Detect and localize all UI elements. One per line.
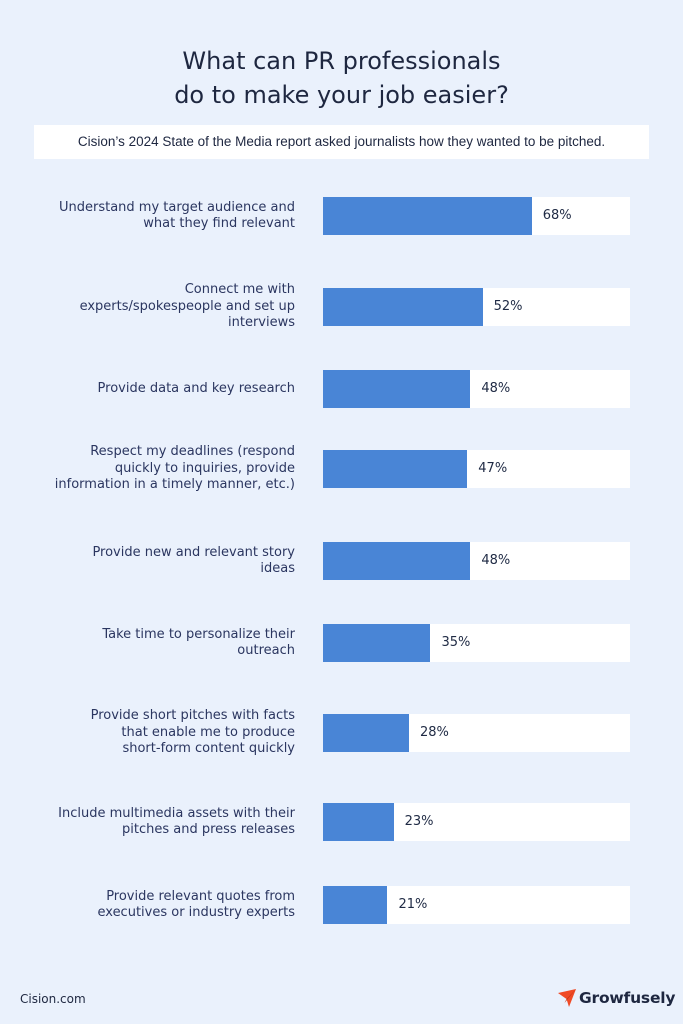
brand-logo: Growfusely	[557, 986, 675, 1010]
category-label-line: Understand my target audience and	[59, 199, 295, 215]
bar-track: 48%	[323, 370, 630, 408]
chart-subtitle: Cision’s 2024 State of the Media report …	[34, 125, 649, 159]
bar	[323, 370, 471, 408]
category-label: Include multimedia assets with their pitc…	[30, 806, 295, 839]
bar-value-label: 48%	[481, 553, 511, 568]
paper-plane-icon	[558, 989, 576, 1007]
bar	[323, 714, 409, 752]
category-label-line: Provide relevant quotes from	[106, 888, 295, 904]
category-label-line: Take time to personalize their	[102, 626, 295, 642]
category-label-line: Connect me with	[184, 282, 295, 298]
title-line-1: What can PR professionals	[182, 47, 501, 75]
bar-track: 21%	[323, 886, 630, 924]
bar-value-label: 47%	[478, 461, 508, 476]
bar	[323, 450, 468, 488]
title-line-2: do to make your job easier?	[174, 81, 509, 109]
bar-value-label: 28%	[419, 725, 449, 740]
category-label-line: Provide short pitches with facts	[90, 708, 295, 724]
category-label-line: executives or industry experts	[97, 905, 296, 920]
category-label: Connect me with experts/spokespeople and …	[30, 282, 295, 332]
category-label-line: pitches and press releases	[121, 822, 295, 837]
bar-value-label: 35%	[441, 635, 471, 650]
category-label-line: short-form content quickly	[122, 741, 295, 757]
category-label-line: Respect my deadlines (respond	[90, 444, 295, 460]
bar	[323, 542, 471, 580]
category-label: Understand my target audience and what th…	[30, 200, 295, 233]
bar-value-label: 21%	[398, 897, 428, 912]
category-label-line: Provide data and key research	[97, 380, 295, 396]
bar-track: 47%	[323, 450, 630, 488]
category-label-line: experts/spokespeople and set up	[79, 298, 295, 314]
page-title: What can PR professionals do to make you…	[0, 44, 683, 112]
category-label: Provide short pitches with facts that ena…	[30, 708, 295, 758]
bar	[323, 288, 483, 326]
category-label-line: outreach	[237, 643, 295, 658]
bar-track: 35%	[323, 624, 630, 662]
brand-name: Growfusely	[579, 989, 676, 1007]
category-label-line: ideas	[260, 561, 295, 576]
bar-value-label: 68%	[542, 208, 572, 223]
category-label-line: what they find relevant	[143, 216, 295, 231]
bar-track: 68%	[323, 197, 630, 235]
bar-track: 52%	[323, 288, 630, 326]
bar-track: 48%	[323, 542, 630, 580]
category-label: Take time to personalize their outreach	[30, 627, 295, 660]
bar-value-label: 23%	[404, 814, 434, 829]
category-label-line: Include multimedia assets with their	[58, 805, 295, 821]
category-label: Respect my deadlines (respond quickly to …	[30, 444, 295, 494]
category-label-line: quickly to inquiries, provide	[114, 460, 295, 476]
category-label-line: interviews	[228, 315, 295, 331]
bar-track: 23%	[323, 803, 630, 841]
bar-value-label: 52%	[493, 299, 523, 314]
category-label: Provide data and key research	[30, 381, 295, 398]
category-label: Provide new and relevant story ideas	[30, 545, 295, 578]
category-label-line: information in a timely manner, etc.)	[54, 477, 295, 493]
bar	[323, 886, 388, 924]
bar-value-label: 48%	[481, 381, 511, 396]
category-label-line: that enable me to produce	[121, 724, 295, 740]
bar-track: 28%	[323, 714, 630, 752]
bar	[323, 624, 431, 662]
category-label: Provide relevant quotes from executives o…	[30, 888, 296, 922]
source-credit: Cision.com	[20, 992, 86, 1006]
category-label-line: Provide new and relevant story	[92, 544, 295, 560]
bar	[323, 803, 394, 841]
bar	[323, 197, 532, 235]
